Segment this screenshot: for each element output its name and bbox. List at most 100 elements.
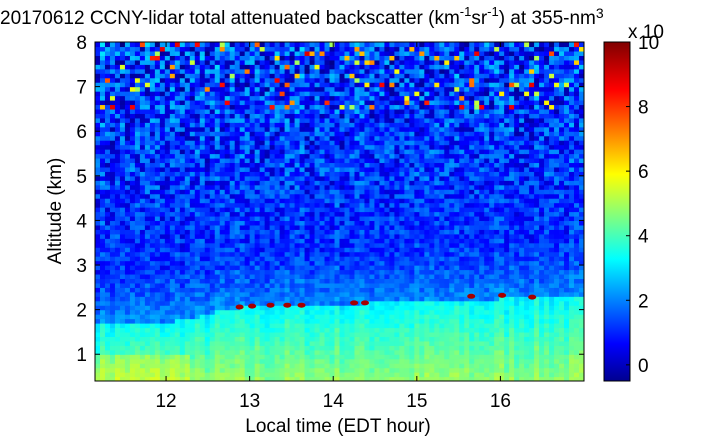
heatmap-cell [404, 50, 410, 56]
heatmap-cell [394, 104, 400, 110]
heatmap-cell [224, 331, 231, 337]
heatmap-cell [189, 358, 196, 364]
heatmap-cell [349, 314, 356, 320]
heatmap-cell [164, 166, 171, 172]
heatmap-cell [149, 251, 156, 257]
heatmap-cell [289, 189, 296, 195]
heatmap-cell [95, 82, 101, 88]
heatmap-cell [119, 331, 126, 337]
heatmap-cell [334, 331, 341, 337]
heatmap-cell [274, 314, 281, 320]
heatmap-cell [304, 149, 311, 155]
heatmap-cell [184, 42, 191, 48]
heatmap-cell [169, 211, 176, 217]
heatmap-cell [304, 68, 311, 74]
heatmap-cell [269, 95, 276, 101]
heatmap-cell [174, 46, 181, 52]
heatmap-cell [164, 287, 171, 293]
heatmap-cell [334, 327, 341, 333]
heatmap-cell [95, 99, 101, 106]
heatmap-cell [379, 287, 386, 293]
heatmap-cell [129, 318, 136, 324]
heatmap-cell [209, 349, 216, 355]
heatmap-cell [359, 323, 366, 329]
heatmap-cell [349, 367, 356, 373]
heatmap-cell [349, 260, 356, 266]
heatmap-cell [404, 300, 410, 306]
heatmap-cell [294, 207, 301, 213]
heatmap-cell [174, 331, 181, 337]
heatmap-cell [349, 184, 356, 190]
heatmap-cell [229, 251, 236, 257]
heatmap-cell [204, 345, 211, 351]
heatmap-cell [214, 376, 221, 381]
heatmap-cell [214, 122, 221, 128]
heatmap-cell [189, 42, 196, 48]
heatmap-cell [309, 144, 316, 150]
heatmap-cell [339, 238, 346, 244]
heatmap-cell [379, 367, 386, 373]
heatmap-cell [349, 149, 356, 155]
heatmap-cell [414, 309, 420, 315]
heatmap-cell [414, 233, 420, 239]
heatmap-cell [184, 229, 191, 235]
heatmap-cell [219, 336, 226, 342]
heatmap-cell [284, 345, 291, 351]
heatmap-cell [259, 91, 266, 97]
heatmap-cell [134, 211, 141, 217]
heatmap-cell [169, 68, 176, 74]
heatmap-cell [159, 50, 166, 56]
heatmap-cell [174, 363, 181, 369]
heatmap-cell [319, 68, 326, 74]
heatmap-cell [364, 175, 371, 181]
heatmap-cell [224, 202, 231, 208]
heatmap-cell [244, 300, 251, 306]
heatmap-cell [99, 162, 106, 168]
heatmap-cell [334, 247, 341, 253]
heatmap-cell [304, 198, 311, 204]
heatmap-cell [139, 184, 146, 190]
heatmap-cell [299, 42, 306, 48]
heatmap-cell [114, 180, 121, 186]
heatmap-cell [239, 64, 246, 70]
heatmap-cell [284, 323, 291, 329]
heatmap-cell [219, 131, 226, 137]
heatmap-cell [404, 367, 410, 373]
heatmap-cell [354, 265, 361, 271]
heatmap-cell [134, 207, 141, 213]
heatmap-cell [259, 113, 266, 119]
heatmap-cell [359, 372, 366, 378]
heatmap-cell [109, 358, 116, 364]
heatmap-cell [394, 238, 400, 244]
heatmap-cell [109, 46, 116, 52]
heatmap-cell [149, 82, 156, 88]
heatmap-cell [269, 220, 276, 226]
heatmap-cell [109, 131, 116, 137]
heatmap-cell [104, 135, 111, 141]
heatmap-cell [359, 358, 366, 364]
heatmap-cell [189, 287, 196, 293]
heatmap-cell [209, 104, 216, 110]
heatmap-cell [184, 50, 191, 56]
heatmap-cell [279, 162, 286, 168]
heatmap-cell [224, 42, 231, 48]
heatmap-cell [354, 99, 361, 106]
heatmap-cell [309, 64, 316, 70]
heatmap-cell [199, 202, 206, 208]
heatmap-cell [104, 215, 111, 222]
heatmap-cell [329, 215, 336, 222]
heatmap-cell [249, 135, 256, 141]
heatmap-cell [299, 340, 306, 346]
heatmap-cell [169, 256, 176, 262]
heatmap-cell [324, 220, 331, 226]
heatmap-cell [354, 149, 361, 155]
heatmap-cell [99, 327, 106, 333]
heatmap-cell [304, 153, 311, 159]
heatmap-cell [129, 345, 136, 351]
heatmap-cell [294, 251, 301, 257]
heatmap-cell [224, 291, 231, 297]
heatmap-cell [314, 162, 321, 168]
heatmap-cell [299, 50, 306, 56]
heatmap-cell [129, 140, 136, 146]
heatmap-cell [95, 46, 101, 52]
